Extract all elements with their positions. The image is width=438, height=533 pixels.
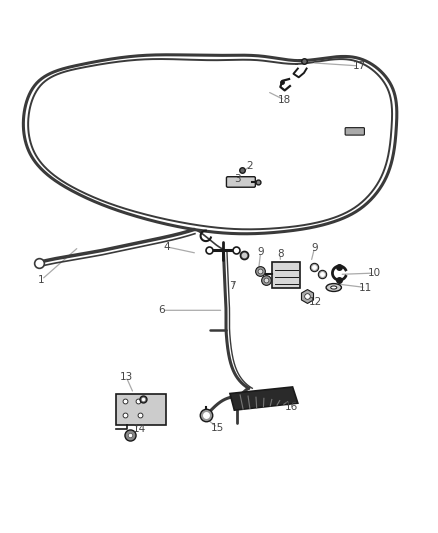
Text: 16: 16 [285, 402, 298, 411]
Text: 15: 15 [211, 423, 224, 433]
FancyBboxPatch shape [116, 393, 166, 425]
Text: 9: 9 [311, 243, 318, 253]
FancyBboxPatch shape [345, 128, 364, 135]
FancyBboxPatch shape [226, 177, 255, 187]
Text: 3: 3 [234, 174, 241, 184]
Text: 7: 7 [229, 281, 236, 291]
Text: 8: 8 [277, 249, 284, 259]
Text: 12: 12 [309, 296, 322, 306]
Ellipse shape [331, 286, 337, 289]
Polygon shape [230, 387, 298, 410]
Text: 10: 10 [368, 268, 381, 278]
Ellipse shape [326, 284, 342, 292]
Text: 18: 18 [278, 95, 291, 105]
Text: 11: 11 [359, 282, 372, 293]
Text: 2: 2 [246, 161, 253, 171]
Text: 13: 13 [120, 372, 133, 382]
Text: 1: 1 [38, 274, 45, 285]
Text: 9: 9 [257, 247, 264, 257]
FancyBboxPatch shape [272, 262, 300, 288]
Text: 17: 17 [353, 61, 366, 71]
Text: 4: 4 [163, 242, 170, 252]
Text: 14: 14 [133, 424, 146, 433]
Text: 6: 6 [159, 305, 166, 316]
